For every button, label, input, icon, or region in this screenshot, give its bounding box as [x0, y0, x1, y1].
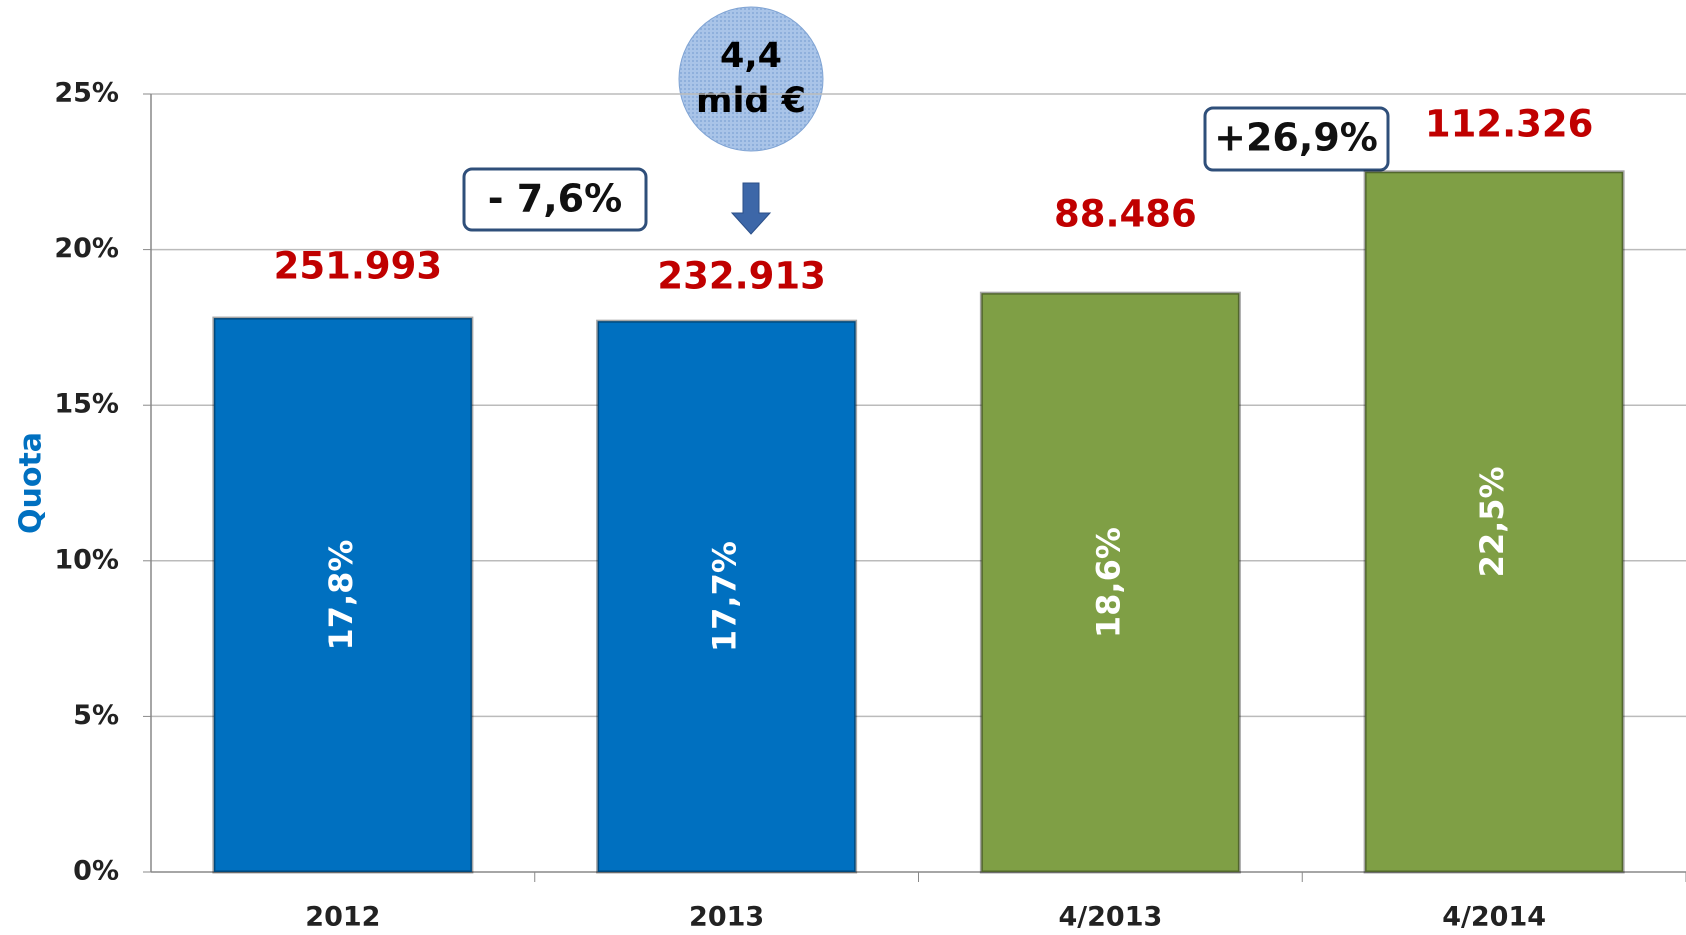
- arrow: [730, 182, 772, 235]
- x-tick-label: 4/2013: [1058, 902, 1162, 933]
- x-tick-label: 2013: [689, 902, 764, 933]
- annotation: - 7,6%: [488, 177, 622, 221]
- bar: [212, 316, 474, 874]
- y-tick-label: 5%: [73, 700, 119, 731]
- data-label: 18,6%: [1089, 527, 1127, 638]
- x-tick-label: 2012: [305, 902, 380, 933]
- data-label: 17,7%: [706, 541, 744, 652]
- annotation: +26,9%: [1214, 116, 1378, 160]
- bar: [979, 291, 1241, 874]
- y-tick-label: 25%: [54, 78, 119, 109]
- data-label: 17,8%: [322, 540, 360, 651]
- top-label: 112.326: [1425, 103, 1594, 146]
- x-tick-label: 4/2014: [1442, 902, 1546, 933]
- y-axis-label: Quota: [14, 432, 49, 534]
- top-label: 88.486: [1054, 193, 1197, 236]
- y-tick-label: 0%: [73, 856, 119, 887]
- top-label: 251.993: [274, 245, 443, 288]
- y-tick-label: 10%: [54, 544, 119, 575]
- bar: [596, 319, 858, 874]
- annotation-box: [1203, 106, 1390, 172]
- top-label: 232.913: [657, 255, 826, 298]
- bubble-line: mld €: [696, 81, 806, 121]
- y-tick-label: 15%: [54, 389, 119, 420]
- bubble: [678, 6, 824, 152]
- annotation-box: [462, 167, 648, 232]
- y-tick-label: 20%: [54, 233, 119, 264]
- bubble-line: 4,4: [720, 36, 782, 76]
- data-label: 22,5%: [1473, 466, 1511, 577]
- bar: [1363, 170, 1625, 874]
